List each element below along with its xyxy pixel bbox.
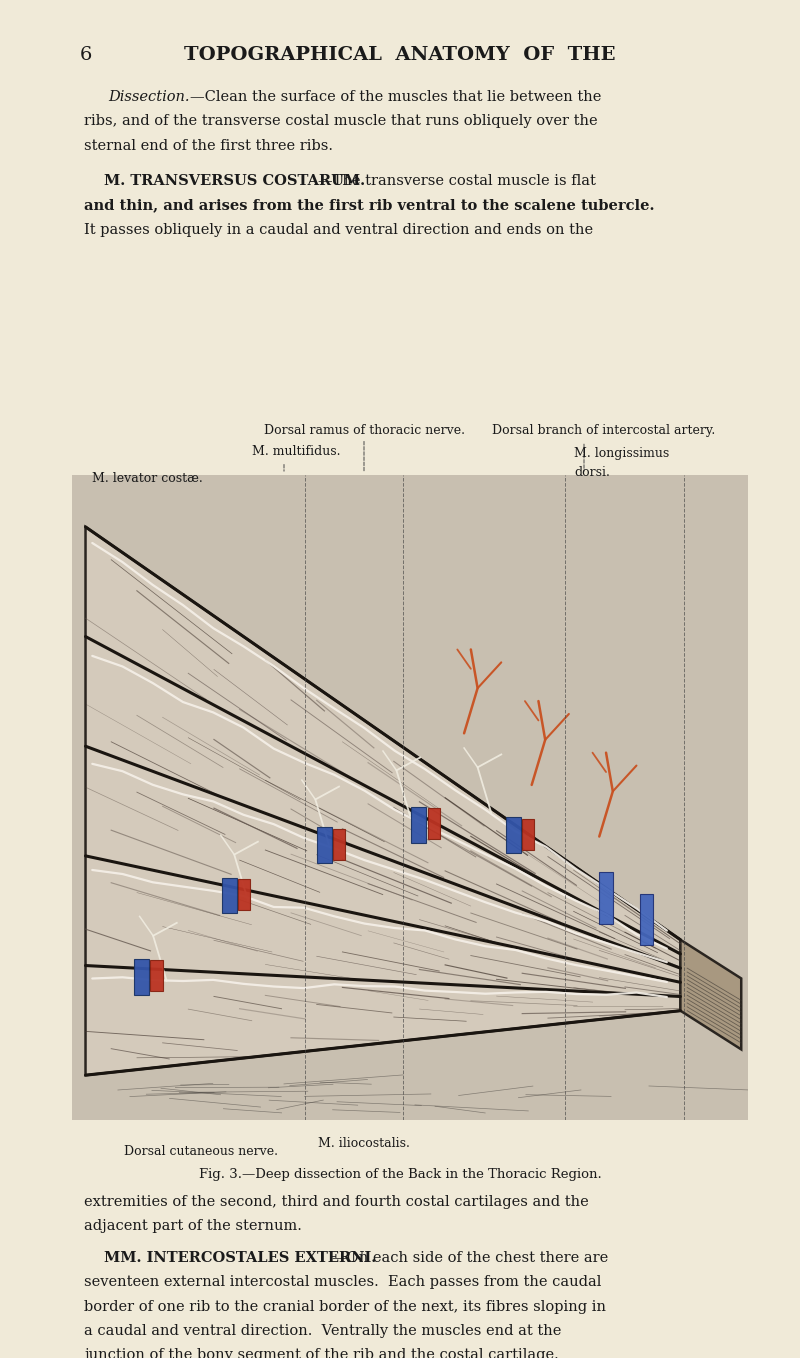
Polygon shape (680, 940, 742, 1050)
Text: extremities of the second, third and fourth costal cartilages and the: extremities of the second, third and fou… (84, 1195, 589, 1209)
Text: MM. INTERCOSTALES EXTERNI.: MM. INTERCOSTALES EXTERNI. (104, 1251, 376, 1264)
Bar (640, 894, 654, 945)
Text: ribs, and of the transverse costal muscle that runs obliquely over the: ribs, and of the transverse costal muscl… (84, 114, 598, 128)
Bar (238, 879, 250, 910)
Text: seventeen external intercostal muscles.  Each passes from the caudal: seventeen external intercostal muscles. … (84, 1275, 602, 1289)
Text: Fig. 3.—Deep dissection of the Back in the Thoracic Region.: Fig. 3.—Deep dissection of the Back in t… (198, 1168, 602, 1181)
Bar (150, 960, 162, 991)
Text: Dorsal cutaneous nerve.: Dorsal cutaneous nerve. (124, 1145, 278, 1158)
Text: —Clean the surface of the muscles that lie between the: —Clean the surface of the muscles that l… (190, 90, 602, 103)
Text: M. longissimus: M. longissimus (574, 447, 670, 460)
Text: a caudal and ventral direction.  Ventrally the muscles end at the: a caudal and ventral direction. Ventrall… (84, 1324, 562, 1338)
Text: —On each side of the chest there are: —On each side of the chest there are (332, 1251, 608, 1264)
Bar (411, 807, 426, 843)
Bar (317, 827, 331, 862)
Text: M. iliocostalis.: M. iliocostalis. (318, 1137, 410, 1150)
Text: M. levator costæ.: M. levator costæ. (92, 471, 202, 485)
Text: sternal end of the first three ribs.: sternal end of the first three ribs. (84, 139, 333, 152)
Text: adjacent part of the sternum.: adjacent part of the sternum. (84, 1219, 302, 1233)
Text: —The transverse costal muscle is flat: —The transverse costal muscle is flat (318, 174, 596, 187)
Polygon shape (86, 527, 680, 1076)
Text: M. multifidus.: M. multifidus. (252, 444, 341, 458)
Text: border of one rib to the cranial border of the next, its fibres sloping in: border of one rib to the cranial border … (84, 1300, 606, 1313)
Bar (522, 819, 534, 850)
Text: 6: 6 (80, 46, 92, 64)
Text: junction of the bony segment of the rib and the costal cartilage.: junction of the bony segment of the rib … (84, 1348, 558, 1358)
Bar (222, 877, 237, 914)
Bar (333, 828, 345, 860)
Text: Dorsal ramus of thoracic nerve.: Dorsal ramus of thoracic nerve. (263, 424, 465, 437)
Bar (134, 959, 149, 994)
Text: It passes obliquely in a caudal and ventral direction and ends on the: It passes obliquely in a caudal and vent… (84, 223, 593, 236)
Text: dorsi.: dorsi. (574, 466, 610, 479)
Text: TOPOGRAPHICAL  ANATOMY  OF  THE: TOPOGRAPHICAL ANATOMY OF THE (184, 46, 616, 64)
Text: Dissection.: Dissection. (108, 90, 190, 103)
Bar (427, 808, 440, 839)
Text: M. TRANSVERSUS COSTARUM.: M. TRANSVERSUS COSTARUM. (104, 174, 365, 187)
Bar (506, 818, 521, 853)
Bar (599, 872, 613, 923)
Text: Dorsal branch of intercostal artery.: Dorsal branch of intercostal artery. (492, 424, 715, 437)
Text: and thin, and arises from the first rib ventral to the scalene tubercle.: and thin, and arises from the first rib … (84, 198, 654, 212)
